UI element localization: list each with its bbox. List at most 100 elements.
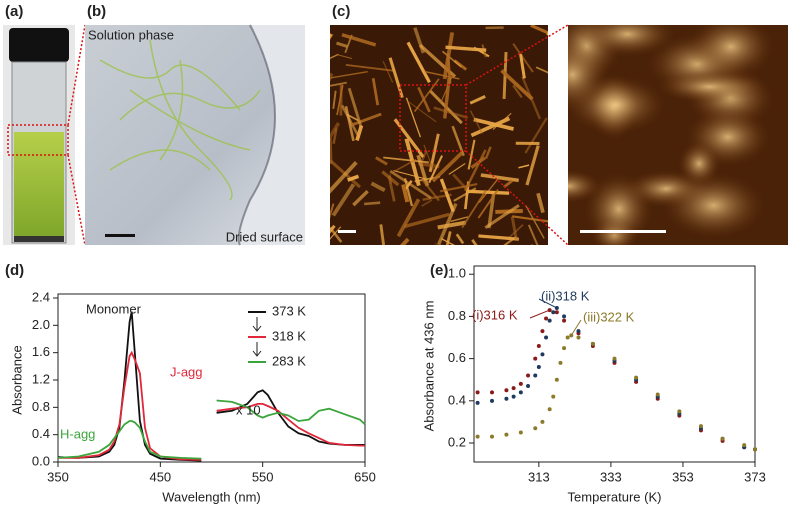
vial-photo — [3, 25, 75, 245]
x-tick-label: 373 — [744, 469, 766, 484]
afm-fiber — [524, 117, 548, 154]
annotation-arrow — [538, 298, 558, 309]
spectrum-line — [57, 399, 366, 460]
y-tick-label: 1.2 — [32, 371, 50, 386]
afm-fiber — [330, 160, 358, 194]
afm-fiber — [469, 94, 486, 105]
afm-fiber — [371, 78, 380, 106]
data-point — [518, 381, 523, 386]
afm-fiber — [330, 138, 333, 164]
afm-fiber — [406, 41, 431, 84]
afm-fiber — [413, 27, 425, 54]
data-point — [562, 346, 567, 351]
x-axis-label: Temperature (K) — [568, 489, 662, 504]
afm-fiber — [341, 33, 377, 47]
afm-fiber — [347, 87, 363, 128]
afm-fiber — [350, 112, 382, 127]
legend-label: 283 K — [272, 353, 306, 368]
afm-fiber — [330, 33, 334, 41]
data-point — [533, 373, 538, 378]
legend-label: 373 K — [272, 303, 306, 318]
data-point — [475, 400, 480, 405]
afm-grain — [584, 172, 654, 245]
afm-fiber — [535, 66, 548, 74]
afm-fiber — [433, 106, 469, 119]
panel-label: (a) — [5, 3, 23, 20]
panel-label: (b) — [87, 3, 106, 20]
afm-fiber — [330, 53, 339, 60]
zoom-box — [399, 84, 467, 152]
annotation: Monomer — [86, 301, 142, 316]
afm-fiber — [389, 173, 392, 184]
afm-fiber — [440, 72, 455, 104]
data-point — [554, 377, 559, 382]
afm-zoom-image — [568, 25, 788, 245]
legend-arrow — [252, 342, 262, 357]
afm-fiber — [421, 199, 433, 207]
y-tick-label: 0.8 — [448, 308, 466, 323]
afm-grain — [661, 172, 766, 239]
afm-fiber — [434, 243, 443, 245]
annotation: H-agg — [60, 426, 95, 441]
afm-fiber — [375, 156, 388, 166]
y-axis-label: Absorbance — [9, 345, 24, 414]
zoom-box — [7, 124, 69, 156]
solution-photo — [85, 24, 305, 246]
data-point — [753, 447, 757, 452]
data-point — [655, 392, 660, 397]
afm-fiber — [330, 70, 368, 79]
afm-fiber — [336, 41, 348, 48]
afm-fiber — [512, 43, 534, 73]
data-point — [475, 434, 480, 439]
data-point — [504, 396, 509, 401]
afm-fiber — [439, 182, 478, 193]
x-tick-label: 550 — [252, 469, 274, 484]
data-point — [612, 356, 617, 361]
afm-fiber — [405, 97, 422, 138]
afm-fiber — [423, 144, 435, 173]
y-tick-label: 0.2 — [448, 434, 466, 449]
afm-grain — [687, 25, 775, 79]
afm-fiber — [530, 243, 534, 245]
afm-fiber — [330, 33, 333, 40]
data-point — [558, 360, 563, 365]
y-tick-label: 1.6 — [32, 344, 50, 359]
zoom-line — [67, 154, 86, 246]
afm-fiber — [413, 78, 440, 113]
afm-fiber — [352, 189, 369, 207]
afm-fiber — [442, 32, 455, 80]
panel-label: (c) — [332, 3, 350, 20]
x-tick-label: 350 — [47, 469, 69, 484]
zoom-line — [67, 24, 86, 126]
data-point — [511, 386, 516, 391]
afm-fiber — [330, 122, 341, 141]
afm-fiber — [469, 110, 484, 134]
afm-grain — [568, 38, 609, 112]
afm-fiber — [437, 220, 467, 230]
afm-fiber — [401, 184, 410, 203]
y-tick-label: 0.0 — [32, 453, 50, 468]
afm-fiber — [500, 69, 534, 101]
afm-fiber — [503, 235, 517, 245]
afm-fiber — [393, 118, 425, 159]
data-point — [677, 409, 682, 414]
afm-fiber — [332, 90, 337, 109]
afm-fiber — [387, 175, 396, 202]
data-point — [554, 310, 559, 315]
afm-fiber — [347, 174, 360, 182]
afm-fiber — [463, 149, 487, 192]
afm-fiber — [382, 61, 394, 83]
afm-fiber — [466, 189, 510, 195]
y-tick-label: 2.0 — [32, 317, 50, 332]
afm-fiber — [484, 146, 492, 160]
panel-label: (d) — [5, 262, 24, 279]
data-point — [533, 426, 538, 431]
afm-fiber — [330, 203, 335, 219]
afm-fiber — [527, 224, 539, 245]
afm-fiber — [389, 170, 432, 200]
annotation-arrow — [529, 309, 550, 319]
afm-fiber — [406, 100, 437, 123]
afm-fiber — [525, 205, 545, 239]
data-point — [536, 343, 541, 348]
annotation: J-agg — [170, 364, 203, 379]
